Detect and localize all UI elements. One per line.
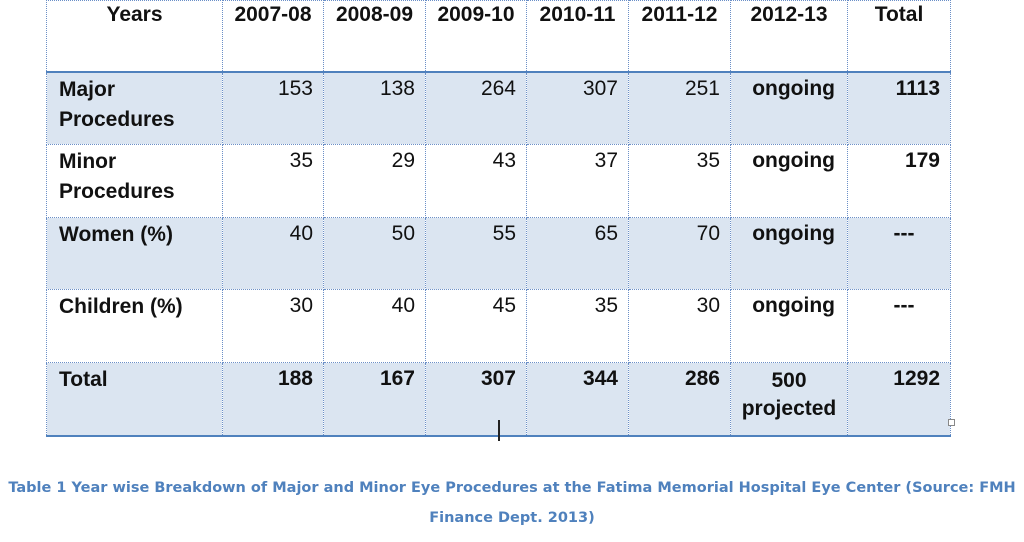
status-cell: ongoing: [730, 144, 848, 218]
table-row-children: Children (%) 30 40 45 35 30 ongoing ---: [46, 289, 951, 363]
status-cell: ongoing: [730, 289, 848, 363]
header-cell: 2009-10: [425, 0, 527, 73]
total-cell: 1113: [847, 71, 951, 145]
row-label: Women (%): [46, 217, 223, 290]
table-cell: 251: [628, 71, 731, 145]
table-cell: 40: [222, 217, 324, 290]
table-row-minor-procedures: Minor Procedures 35 29 43 37 35 ongoing 1…: [46, 144, 951, 218]
table-cell: 188: [222, 362, 324, 437]
header-cell: Total: [847, 0, 951, 73]
total-cell: ---: [847, 217, 951, 290]
table-cell: 65: [526, 217, 629, 290]
header-cell: 2008-09: [323, 0, 426, 73]
status-cell: ongoing: [730, 71, 848, 145]
table-row-women: Women (%) 40 50 55 65 70 ongoing ---: [46, 217, 951, 290]
table-cell: 35: [628, 144, 731, 218]
header-cell: 2010-11: [526, 0, 629, 73]
header-cell: 2012-13: [730, 0, 848, 73]
table-cell: 70: [628, 217, 731, 290]
header-row: Years 2007-08 2008-09 2009-10 2010-11 20…: [46, 0, 951, 73]
total-cell: 1292: [847, 362, 951, 437]
total-cell: 179: [847, 144, 951, 218]
text-cursor: [498, 420, 500, 441]
table-cell: 167: [323, 362, 426, 437]
table-cell: 40: [323, 289, 426, 363]
status-cell: 500 projected: [730, 362, 848, 437]
table-cell: 344: [526, 362, 629, 437]
table-cell: 307: [526, 71, 629, 145]
row-label: Total: [46, 362, 223, 437]
table-cell: 286: [628, 362, 731, 437]
table-cell: 138: [323, 71, 426, 145]
header-cell: 2007-08: [222, 0, 324, 73]
total-cell: ---: [847, 289, 951, 363]
table-cell: 37: [526, 144, 629, 218]
table-cell: 43: [425, 144, 527, 218]
caption-line-1: Table 1 Year wise Breakdown of Major and…: [8, 480, 1016, 496]
table-row-major-procedures: Major Procedures 153 138 264 307 251 ongo…: [46, 71, 951, 145]
table-cell: 55: [425, 217, 527, 290]
table-row-total: Total 188 167 307 344 286 500 projected 1…: [46, 362, 951, 437]
table-cell: 153: [222, 71, 324, 145]
table-cell: 30: [222, 289, 324, 363]
table-cell: 29: [323, 144, 426, 218]
table-cell: 35: [526, 289, 629, 363]
header-cell: 2011-12: [628, 0, 731, 73]
row-label: Major Procedures: [46, 71, 223, 145]
table-caption: Table 1 Year wise Breakdown of Major and…: [0, 473, 1024, 533]
row-label: Children (%): [46, 289, 223, 363]
table-cell: 50: [323, 217, 426, 290]
header-cell: Years: [46, 0, 223, 73]
row-label: Minor Procedures: [46, 144, 223, 218]
table-cell: 307: [425, 362, 527, 437]
table-cell: 45: [425, 289, 527, 363]
procedures-table: Years 2007-08 2008-09 2009-10 2010-11 20…: [46, 0, 951, 437]
table-resize-handle[interactable]: [948, 419, 955, 426]
status-cell: ongoing: [730, 217, 848, 290]
caption-line-2: Finance Dept. 2013): [429, 510, 595, 526]
table-cell: 35: [222, 144, 324, 218]
table-cell: 264: [425, 71, 527, 145]
table-cell: 30: [628, 289, 731, 363]
